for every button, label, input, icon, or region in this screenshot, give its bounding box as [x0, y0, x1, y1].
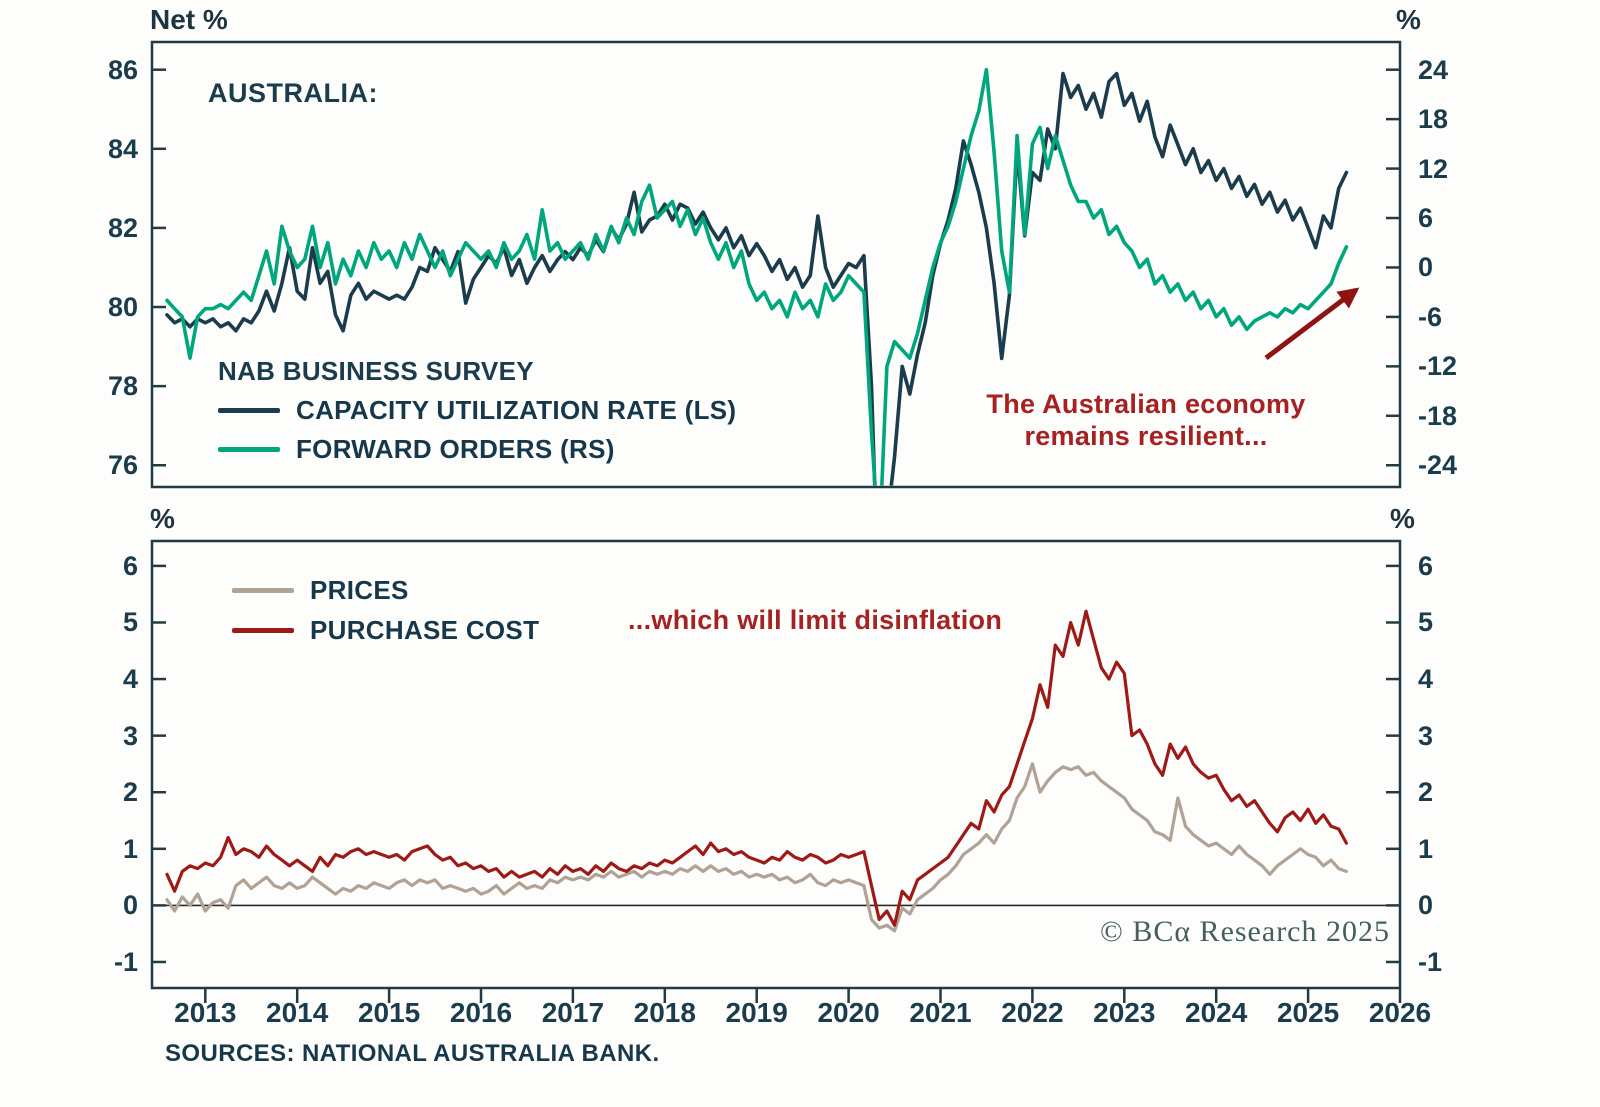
x-axis-year-label: 2025 — [1276, 997, 1340, 1028]
forward-orders-rs-line — [165, 67, 1349, 486]
y-axis-tick-right: 18 — [1418, 104, 1449, 135]
x-axis-year-label: 2021 — [909, 997, 972, 1028]
y-axis-tick-right: -12 — [1418, 351, 1458, 382]
x-axis-year-label: 2013 — [174, 997, 237, 1028]
y-axis-tick-left: 82 — [107, 212, 138, 243]
legend-label-forward-orders: FORWARD ORDERS (RS) — [296, 433, 615, 464]
legend-item-purchase-cost: PURCHASE COST — [232, 611, 539, 649]
x-axis-year-label: 2017 — [541, 997, 605, 1028]
annotation-resilient-line1: The Australian economy — [986, 389, 1306, 419]
y-axis-tick-right: 6 — [1418, 550, 1434, 581]
capacity-utilization-rate-ls-line — [165, 71, 1349, 486]
y-axis-tick-right: -1 — [1418, 946, 1443, 977]
legend-title: NAB BUSINESS SURVEY — [218, 356, 534, 386]
prices-line-swatch — [232, 587, 294, 593]
y-axis-tick-right: 0 — [1418, 252, 1434, 283]
trend-arrow — [1264, 287, 1360, 360]
prices-line — [165, 762, 1349, 933]
x-axis-year-label: 2018 — [633, 997, 696, 1028]
y-axis-tick-right: -24 — [1418, 450, 1458, 481]
x-axis-year-label: 2023 — [1093, 997, 1156, 1028]
y-axis-tick-left: 80 — [107, 292, 138, 323]
x-axis-year-label: 2020 — [817, 997, 880, 1028]
y-axis-tick-right: 12 — [1418, 153, 1449, 184]
legend-label-purchase-cost: PURCHASE COST — [310, 614, 540, 645]
y-axis-tick-right: -6 — [1418, 301, 1443, 332]
y-axis-tick-left: 2 — [122, 777, 138, 808]
legend-label-prices: PRICES — [310, 574, 409, 605]
legend-item-forward-orders: FORWARD ORDERS (RS) — [218, 430, 615, 468]
x-axis-year-label: 2019 — [725, 997, 788, 1028]
top-right-axis-title: % — [1396, 4, 1421, 35]
x-axis-year-label: 2014 — [266, 997, 329, 1028]
forward-orders-line-swatch — [218, 446, 280, 452]
y-axis-tick-right: 0 — [1418, 890, 1434, 921]
purchase-cost-line-swatch — [232, 627, 294, 633]
y-axis-tick-right: 3 — [1418, 720, 1434, 751]
y-axis-tick-left: 84 — [107, 133, 138, 164]
x-axis-year-label: 2015 — [357, 997, 421, 1028]
x-axis-year-label: 2024 — [1185, 997, 1248, 1028]
capacity-utilization-line-swatch — [218, 407, 280, 413]
legend-label-capacity-utilization: CAPACITY UTILIZATION RATE (LS) — [296, 394, 737, 425]
y-axis-tick-right: 6 — [1418, 203, 1434, 234]
top-left-axis-title: Net % — [150, 4, 228, 35]
panel-border — [150, 539, 1402, 990]
legend-item-prices: PRICES — [232, 571, 409, 609]
y-axis-tick-left: 1 — [122, 833, 138, 864]
y-axis-tick-left: 6 — [122, 550, 138, 581]
y-axis-tick-left: -1 — [113, 946, 138, 977]
annotation-resilient: The Australian economy remains resilient… — [972, 388, 1320, 452]
y-axis-tick-left: 78 — [107, 371, 138, 402]
watermark: © BCα Research 2025 — [1100, 915, 1390, 948]
y-axis-tick-left: 86 — [107, 54, 138, 85]
y-axis-tick-right: 24 — [1418, 54, 1449, 85]
y-axis-tick-left: 5 — [122, 607, 138, 638]
purchase-cost-line — [165, 609, 1349, 927]
bottom-right-axis-title: % — [1390, 503, 1415, 534]
y-axis-tick-right: 5 — [1418, 607, 1434, 638]
y-axis-tick-left: 76 — [107, 450, 138, 481]
x-axis-year-label: 2016 — [449, 997, 513, 1028]
legend-item-capacity-utilization: CAPACITY UTILIZATION RATE (LS) — [218, 391, 736, 429]
y-axis-tick-left: 0 — [122, 890, 138, 921]
y-axis-tick-right: -18 — [1418, 400, 1458, 431]
y-axis-tick-left: 3 — [122, 720, 138, 751]
x-axis-year-label: 2026 — [1368, 997, 1432, 1028]
region-title: AUSTRALIA: — [208, 78, 378, 108]
x-axis-year-label: 2022 — [1001, 997, 1064, 1028]
annotation-disinflation: ...which will limit disinflation — [628, 605, 1003, 635]
y-axis-tick-right: 1 — [1418, 833, 1434, 864]
y-axis-tick-right: 2 — [1418, 777, 1434, 808]
annotation-resilient-line2: remains resilient... — [1024, 421, 1268, 451]
panel-border — [150, 40, 1402, 489]
sources: SOURCES: NATIONAL AUSTRALIA BANK. — [165, 1040, 660, 1067]
y-axis-tick-left: 4 — [122, 664, 138, 695]
bottom-left-axis-title: % — [150, 503, 175, 534]
y-axis-tick-right: 4 — [1418, 664, 1434, 695]
